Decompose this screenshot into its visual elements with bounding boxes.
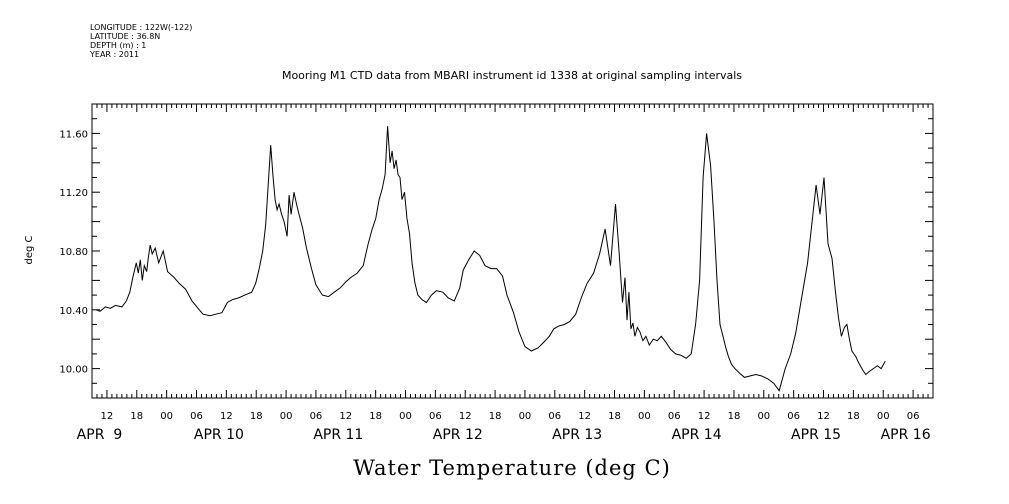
x-hour-label: 06 [190,411,203,422]
year-label: YEAR : 2011 [89,50,139,59]
x-hour-label: 06 [787,411,800,422]
x-hour-label: 00 [877,411,890,422]
x-hour-label: 12 [578,411,591,422]
x-day-label: APR 13 [552,427,602,443]
x-hour-label: 12 [339,411,352,422]
y-axis-ticks: 10.00 10.40 10.80 11.20 11.60 [59,129,88,375]
y-axis-label: deg C [24,235,35,264]
x-day-label: APR 14 [672,427,722,443]
x-hour-label: 00 [519,411,532,422]
x-hour-label: 18 [250,411,263,422]
x-hour-label: 00 [280,411,293,422]
x-hour-label: 18 [728,411,741,422]
longitude-label: LONGITUDE : 122W(-122) [90,23,192,32]
x-hour-label: 06 [907,411,920,422]
x-day-label: APR 11 [313,427,363,443]
x-hour-label: 00 [757,411,770,422]
x-hour-label: 00 [638,411,651,422]
x-hour-label: 06 [310,411,323,422]
x-hour-label: 18 [489,411,502,422]
x-hour-label: 18 [130,411,143,422]
x-hour-label: 00 [160,411,173,422]
x-hour-label: 12 [220,411,233,422]
temperature-series-line [95,126,886,392]
x-hour-label: 06 [429,411,442,422]
x-day-label: APR 10 [194,427,244,443]
x-hour-label: 12 [459,411,472,422]
depth-label: DEPTH (m) : 1 [90,41,146,50]
y-tick-label: 10.40 [59,306,88,317]
x-axis-label: Water Temperature (deg C) [353,456,671,480]
latitude-label: LATITUDE : 36.8N [90,32,160,41]
x-hour-label: 12 [698,411,711,422]
x-day-label: APR 16 [881,427,931,443]
y-tick-label: 11.20 [59,188,88,199]
x-day-label: APR 15 [791,427,841,443]
chart-title: Mooring M1 CTD data from MBARI instrumen… [282,69,742,82]
plot-frame [91,103,934,399]
x-axis-day-ticks: APR 9 APR 10 APR 11 APR 12 APR 13 APR 14 APR 1… [77,427,931,443]
x-hour-label: 00 [399,411,412,422]
x-hour-label: 18 [369,411,382,422]
x-hour-label: 12 [817,411,830,422]
x-axis-hour-ticks: 12 18 00 06 12 18 00 06 12 18 00 06 12 18 00 06 12 18 00 06… [101,411,920,422]
y-tick-label: 11.60 [59,129,88,140]
y-tick-label: 10.00 [59,365,88,376]
x-day-label: APR 9 [77,427,123,443]
x-hour-label: 06 [548,411,561,422]
x-day-label: APR 12 [433,427,483,443]
metadata-block: LONGITUDE : 122W(-122) LATITUDE : 36.8N … [89,23,192,59]
y-tick-label: 10.80 [59,247,88,258]
x-hour-label: 18 [608,411,621,422]
x-hour-label: 12 [101,411,114,422]
x-hour-label: 06 [668,411,681,422]
minor-ticks [91,103,934,399]
x-hour-label: 18 [847,411,860,422]
